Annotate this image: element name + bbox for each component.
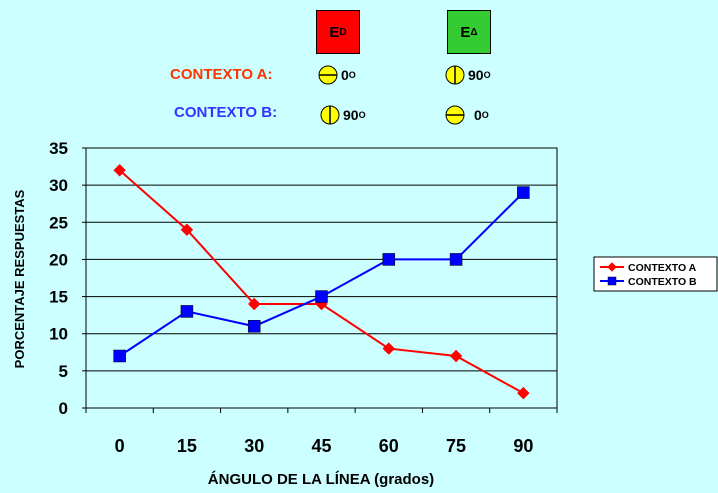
y-tick-label: 20 [49,250,68,269]
context-b-d-value: 90 [343,107,359,123]
degree-mark: O [483,70,491,80]
legend-label-contexto-b: CONTEXTO B [628,276,697,288]
degree-mark: O [348,70,356,80]
stimulus-d-base: E [329,23,340,41]
degree-mark: O [481,110,489,120]
data-point-contexto-a [113,164,126,177]
series-contexto-b [113,186,530,363]
y-tick-label: 15 [49,288,68,307]
y-tick-label: 25 [49,213,68,232]
context-b-delta-value: 0 [474,107,482,123]
plot-area [85,147,558,409]
data-point-contexto-a [382,342,395,355]
context-a-delta-value: 90 [468,67,484,83]
axes: 0 5 10 15 20 25 30 35 0 15 30 45 60 75 90 [49,139,558,456]
data-point-contexto-b [517,186,530,199]
y-tick-label: 5 [59,362,68,381]
y-tick-label: 30 [49,176,68,195]
context-b-label: CONTEXTO B: [174,104,278,121]
data-point-contexto-a [517,386,530,400]
stimulus-d-sup: D [339,26,347,38]
x-tick-label: 45 [311,436,331,456]
x-tick-label: 15 [177,436,197,456]
context-a-label: CONTEXTO A: [170,66,273,83]
data-point-contexto-a [248,297,261,311]
legend-marker-contexto-a [607,262,617,272]
data-point-contexto-a [449,349,463,363]
stimulus-delta-sup: Δ [470,26,478,38]
stimulus-delta-base: E [460,23,471,41]
context-a-delta-orientation: 90 O [445,65,491,85]
x-tick-label: 90 [513,436,533,456]
legend-label-contexto-a: CONTEXTO A [628,262,697,274]
data-point-contexto-b [247,320,261,333]
vertical-line-disc-icon [320,105,340,125]
context-a-d-value: 0 [341,67,349,83]
data-point-contexto-a [180,223,194,236]
y-tick-label: 35 [49,139,68,158]
x-tick-label: 60 [379,436,399,456]
x-tick-label: 30 [244,436,264,456]
x-tick-label: 0 [115,436,125,456]
legend-marker-contexto-b [607,276,617,286]
horizontal-line-disc-icon [445,105,465,125]
y-axis-label: PORCENTAJE RESPUESTAS [12,189,27,368]
grid [85,147,558,409]
context-b-d-orientation: 90 O [320,105,366,125]
data-point-contexto-b [382,253,396,266]
data-point-contexto-b [315,290,328,303]
legend-box [593,256,718,292]
data-point-contexto-b [180,305,194,318]
y-tick-label: 0 [59,399,68,418]
series-contexto-a [113,164,530,400]
x-axis-label: ÁNGULO DE LA LÍNEA (grados) [208,471,434,488]
x-tick-label: 75 [446,436,466,456]
legend: CONTEXTO A CONTEXTO B [593,256,718,292]
y-tick-label: 10 [49,325,68,344]
series [113,164,530,400]
vertical-line-disc-icon [445,65,465,85]
data-point-contexto-b [113,349,126,363]
degree-mark: O [358,110,366,120]
horizontal-line-disc-icon [318,65,338,85]
data-point-contexto-b [449,253,463,266]
